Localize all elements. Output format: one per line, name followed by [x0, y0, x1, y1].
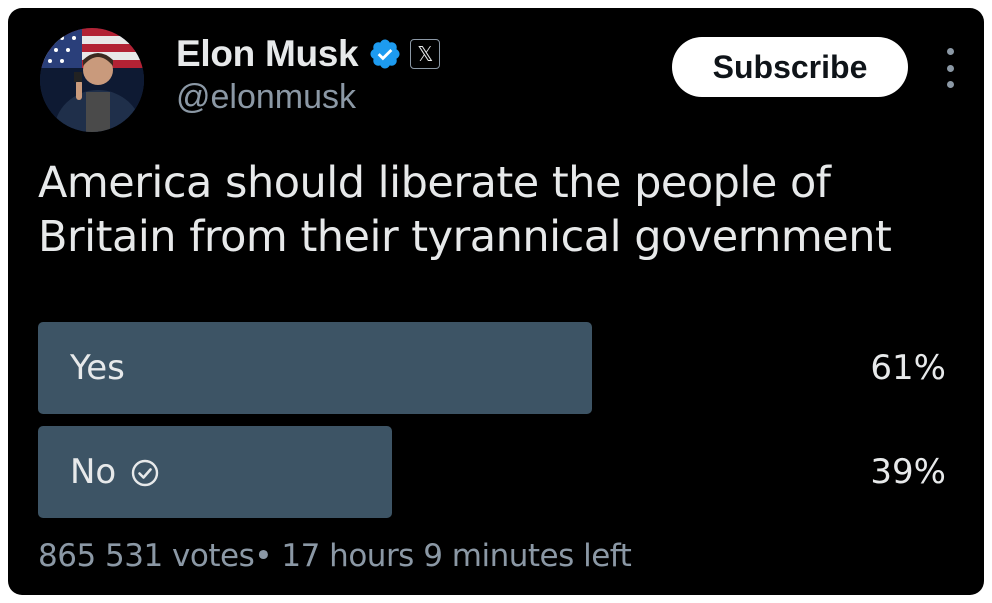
poll-option-percent: 39% — [870, 452, 946, 492]
avatar[interactable] — [40, 28, 144, 132]
tweet-card: Elon Musk 𝕏 @elonmusk Subscribe America … — [8, 8, 984, 595]
poll-option-text: Yes — [70, 348, 125, 388]
author-display-name[interactable]: Elon Musk — [176, 33, 359, 74]
more-dot — [946, 81, 954, 88]
poll-bar-fill — [38, 322, 592, 414]
x-logo-icon: 𝕏 — [410, 39, 441, 69]
tweet-text: America should liberate the people of Br… — [38, 156, 938, 264]
poll-option-label: No — [70, 426, 160, 518]
more-options-icon[interactable] — [942, 48, 958, 88]
poll-footer: 865 531 votes• 17 hours 9 minutes left — [38, 538, 632, 574]
subscribe-button[interactable]: Subscribe — [672, 37, 908, 97]
check-circle-icon — [130, 457, 160, 487]
poll-option-text: No — [70, 452, 117, 492]
more-dot — [946, 48, 954, 55]
poll-option-yes[interactable]: Yes 61% — [38, 322, 946, 414]
poll-bar-fill — [38, 426, 392, 518]
poll-option-no[interactable]: No 39% — [38, 426, 946, 518]
poll-option-label: Yes — [70, 322, 125, 414]
more-dot — [946, 64, 954, 72]
author-name-row: Elon Musk 𝕏 — [176, 32, 441, 76]
tweet-text-line: Britain from their tyrannical government — [38, 212, 892, 262]
author-handle[interactable]: @elonmusk — [176, 78, 357, 116]
verified-badge-icon — [368, 37, 402, 71]
poll-option-percent: 61% — [870, 348, 946, 388]
tweet-text-line: America should liberate the people of — [38, 158, 831, 208]
